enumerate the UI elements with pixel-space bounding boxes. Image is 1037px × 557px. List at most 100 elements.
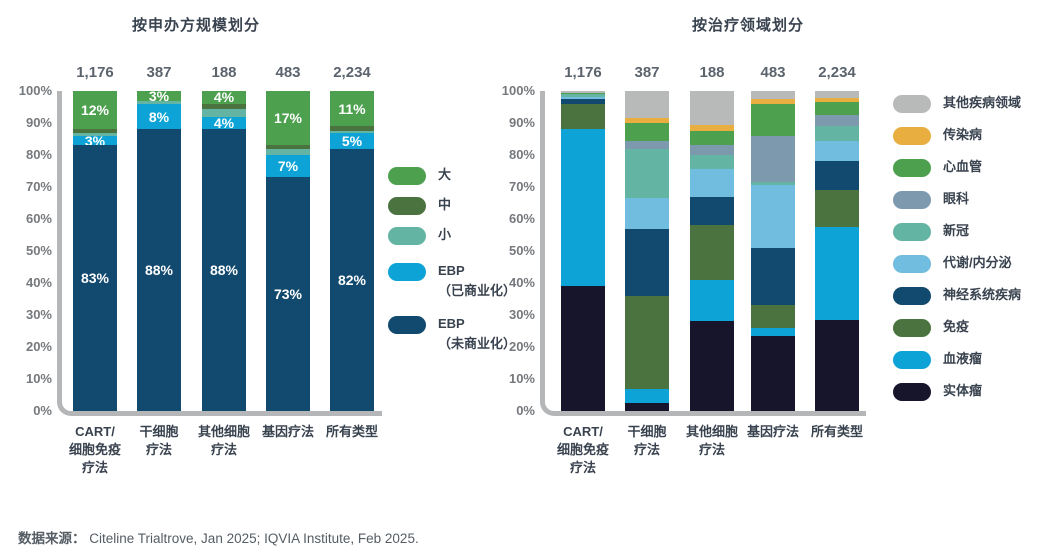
bar-segment [815, 190, 859, 227]
source-note-label: 数据来源： [18, 531, 86, 546]
legend-label: 免疫 [943, 317, 969, 337]
bar-segment [266, 148, 310, 155]
x-category-line: 疗法 [633, 442, 660, 457]
bar-segment [561, 91, 605, 93]
legend-swatch [893, 191, 931, 209]
x-category-line: CART/ [75, 424, 115, 439]
legend-swatch [388, 316, 426, 334]
bar-segment [561, 103, 605, 130]
bar-segment [815, 161, 859, 191]
bar-segment [690, 124, 734, 131]
legend-swatch [893, 351, 931, 369]
bar-segment [690, 279, 734, 322]
y-tick-label: 20% [508, 339, 535, 354]
x-category-label: 基因疗法 [718, 423, 828, 441]
bar-segment [625, 388, 669, 403]
bar-segment [815, 98, 859, 103]
bar-segment: 88% [137, 129, 181, 411]
bar-segment: 4% [202, 91, 246, 104]
stacked-bar: 4% 4% 88% [202, 91, 246, 411]
bar-segment: 7% [266, 154, 310, 178]
x-category-line: 干细胞 [139, 424, 179, 439]
legend-swatch [388, 167, 426, 185]
bar-segment: 17% [266, 91, 310, 146]
bar-segment [625, 148, 669, 199]
source-note: 数据来源： Citeline Trialtrove, Jan 2025; IQV… [18, 527, 419, 547]
bar-segment [690, 321, 734, 411]
bar-segment [690, 154, 734, 170]
bar-segment [815, 102, 859, 115]
y-tick-label: 80% [25, 147, 52, 162]
bar-segment [561, 98, 605, 104]
bar-total-label: 1,176 [76, 64, 114, 81]
bar-segment [330, 130, 374, 133]
legend-label-line: 实体瘤 [943, 383, 983, 398]
y-tick-label: 10% [25, 371, 52, 386]
y-tick-label: 50% [508, 243, 535, 258]
x-category-label: 干细胞 疗法 [104, 423, 214, 459]
bar-total-label: 188 [211, 64, 237, 81]
bar-segment [815, 319, 859, 411]
stacked-bar: 3% 8% 88% [137, 89, 181, 411]
bar-segment: 88% [202, 129, 246, 411]
bar-total-label: 483 [275, 64, 301, 81]
bar-segment [690, 225, 734, 280]
y-tick-label: 80% [508, 147, 535, 162]
bar-segment [815, 140, 859, 162]
bar-segment: 11% [330, 91, 374, 127]
legend-label-line: 其他疾病领域 [943, 95, 1022, 110]
legend-label-line: 传染病 [943, 127, 983, 142]
bar-segment [625, 228, 669, 296]
legend-label: 新冠 [943, 221, 969, 241]
stacked-bar: 12% 3% 83% [73, 91, 117, 411]
x-category-line: 干细胞 [627, 424, 667, 439]
legend-label-line: 大 [438, 167, 452, 182]
legend-label: 大 [438, 165, 451, 185]
bar-segment [137, 100, 181, 104]
axis-line [57, 91, 382, 416]
legend-swatch [893, 127, 931, 145]
bar-segment [330, 126, 374, 131]
bar-segment: 3% [137, 89, 181, 103]
legend-label-line: 小 [438, 227, 452, 242]
y-tick-label: 0% [516, 403, 535, 418]
bar-total-label: 1,176 [564, 64, 602, 81]
bar-segment [815, 91, 859, 99]
bar-segment: 12% [73, 91, 117, 130]
y-tick-label: 70% [508, 179, 535, 194]
bar-segment: 3% [73, 134, 117, 147]
bar-segment [73, 129, 117, 133]
legend-label-line: （未商业化） [438, 336, 517, 351]
y-tick-label: 100% [18, 83, 52, 98]
legend-label-line: 神经系统疾病 [943, 287, 1022, 302]
bar-segment [690, 196, 734, 226]
legend-label: 中 [438, 195, 451, 215]
y-tick-label: 50% [25, 243, 52, 258]
legend-label-line: （已商业化） [438, 283, 517, 298]
bar-total-label: 2,234 [333, 64, 371, 81]
legend-label: 神经系统疾病 [943, 285, 1021, 305]
right-chart-title: 按治疗领域划分 [691, 17, 805, 34]
bar-segment [751, 335, 795, 411]
legend-label: 代谢/内分泌 [943, 253, 1012, 273]
bar-segment [625, 198, 669, 229]
y-tick-label: 90% [25, 115, 52, 130]
y-tick-label: 40% [25, 275, 52, 290]
legend-swatch [388, 263, 426, 281]
stacked-bar [625, 91, 669, 411]
bar-segment [815, 114, 859, 127]
stacked-bar [751, 91, 795, 411]
legend-swatch [388, 197, 426, 215]
bar-segment [751, 247, 795, 306]
bar-total-label: 483 [760, 64, 786, 81]
x-category-line: 所有类型 [810, 424, 863, 439]
x-category-label: CART/细胞免疫 疗法 [40, 423, 150, 477]
bar-total-label: 188 [699, 64, 725, 81]
bar-total-label: 2,234 [818, 64, 856, 81]
x-category-line: 细胞免疫 [556, 442, 609, 457]
y-tick-label: 90% [508, 115, 535, 130]
bar-segment: 73% [266, 177, 310, 411]
legend-label-line: 中 [438, 197, 452, 212]
bar-segment [625, 402, 669, 411]
x-category-label: CART/细胞免疫 疗法 [528, 423, 638, 477]
